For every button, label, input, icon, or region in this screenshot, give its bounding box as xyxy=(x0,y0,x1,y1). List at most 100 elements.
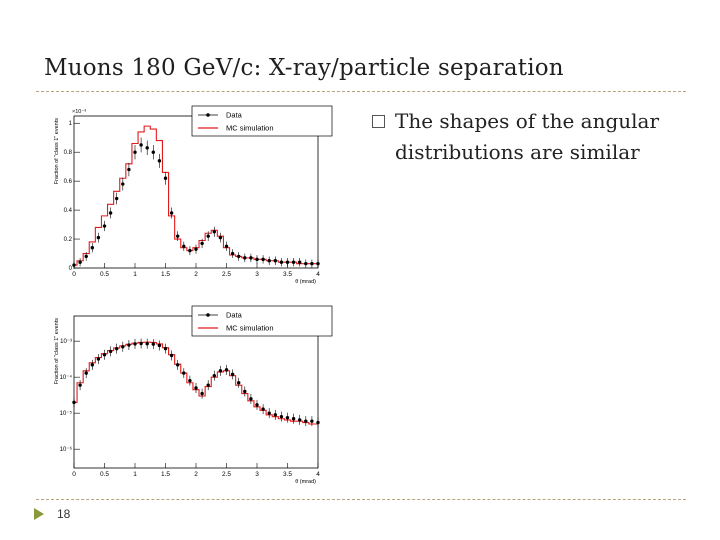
x-tick-label: 0.5 xyxy=(100,471,109,478)
x-tick-label: 4 xyxy=(316,471,320,478)
data-point xyxy=(285,258,290,267)
data-point xyxy=(108,346,113,357)
data-point xyxy=(157,340,162,351)
data-point xyxy=(151,339,155,350)
data-point xyxy=(133,144,137,160)
x-axis-label: θ (mrad) xyxy=(295,279,316,285)
x-tick-label: 1 xyxy=(133,471,137,478)
legend-entry-data: Data xyxy=(198,311,243,320)
data-point xyxy=(145,338,149,349)
page-number: 18 xyxy=(57,507,71,521)
data-point xyxy=(127,162,131,177)
x-tick-label: 3 xyxy=(255,271,259,278)
data-point xyxy=(243,386,247,397)
data-point xyxy=(194,383,198,394)
title-divider xyxy=(36,91,686,92)
data-point xyxy=(304,416,308,427)
data-point xyxy=(72,397,76,408)
y-tick-label: 1 xyxy=(69,121,73,127)
data-point xyxy=(200,388,204,399)
data-point xyxy=(273,409,277,420)
data-point xyxy=(237,377,241,388)
data-point xyxy=(90,243,94,253)
data-point xyxy=(139,338,143,349)
x-tick-label: 1.5 xyxy=(161,471,170,478)
x-tick-label: 1 xyxy=(133,271,137,278)
data-point xyxy=(78,258,82,267)
data-point xyxy=(200,238,204,249)
y-tick-label: 10⁻⁴ xyxy=(60,374,73,381)
legend-entry-mc-simulation: MC simulation xyxy=(198,124,274,133)
data-point xyxy=(176,359,180,370)
data-point xyxy=(121,177,125,191)
x-tick-label: 2 xyxy=(194,471,198,478)
data-point xyxy=(90,359,94,370)
slide-title: Muons 180 GeV/c: X-ray/particle separati… xyxy=(44,55,564,81)
x-tick-label: 2 xyxy=(194,271,198,278)
data-point xyxy=(273,256,277,265)
x-axis-label: θ (mrad) xyxy=(295,479,316,485)
data-point xyxy=(237,252,241,261)
data-point xyxy=(243,253,247,263)
data-point xyxy=(96,353,101,364)
svg-text:MC simulation: MC simulation xyxy=(226,324,274,333)
y-tick-label: 0.2 xyxy=(64,237,73,243)
data-point xyxy=(249,393,253,404)
data-point xyxy=(230,249,235,258)
legend-entry-data: Data xyxy=(198,111,243,120)
bullet-box-icon xyxy=(372,115,385,128)
data-point xyxy=(279,411,284,422)
x-tick-label: 2.5 xyxy=(222,471,231,478)
data-point xyxy=(121,341,125,352)
data-point xyxy=(182,368,186,379)
data-point xyxy=(188,375,192,386)
data-point xyxy=(212,226,216,237)
footer-divider xyxy=(36,499,686,500)
data-point xyxy=(84,252,88,261)
data-point xyxy=(169,207,174,219)
data-point xyxy=(230,369,235,380)
y-axis-label: Fraction of "class 1" events xyxy=(54,318,60,385)
data-point xyxy=(78,380,82,391)
legend: Data MC simulation xyxy=(191,305,333,337)
data-point xyxy=(218,232,223,243)
data-point xyxy=(285,412,290,423)
log-scale-plot: 0 0.5 1 1.5 2 2.5 3 3.5 4θ (mrad) 10⁻⁶ 10⁻⁵ 10⁻⁴ 10⁻… xyxy=(54,305,333,485)
x-tick-label: 2.5 xyxy=(222,271,231,278)
data-point xyxy=(188,246,192,256)
data-point xyxy=(206,231,210,242)
data-point xyxy=(151,144,155,160)
mc-simulation-series xyxy=(74,341,318,425)
x-tick-label: 0 xyxy=(72,271,76,278)
data-point xyxy=(163,171,168,185)
data-point xyxy=(279,258,284,267)
x-tick-label: 3.5 xyxy=(283,471,292,478)
linear-scale-plot: 0 0.5 1 1.5 2 2.5 3 3.5 4θ (mrad) 0 0.2 0.4 0.6 0.8 1 ×… xyxy=(54,105,333,285)
data-point xyxy=(72,261,76,270)
bullet-point: The shapes of the angular distributions … xyxy=(372,106,692,168)
data-point xyxy=(96,232,101,243)
data-point xyxy=(84,368,88,379)
data-point xyxy=(261,255,265,264)
plot-frame xyxy=(73,115,319,269)
y-tick-label: 0.8 xyxy=(64,150,73,156)
data-point xyxy=(310,416,314,427)
data-point xyxy=(298,258,302,267)
data-point xyxy=(267,408,271,419)
data-point xyxy=(291,413,296,424)
x-tick-label: 0 xyxy=(72,471,76,478)
data-point xyxy=(145,140,149,156)
data-point xyxy=(127,340,131,351)
data-point xyxy=(224,364,229,375)
data-point xyxy=(267,256,271,265)
y-tick-label: 0.4 xyxy=(64,208,73,214)
x-tick-label: 3 xyxy=(255,471,259,478)
y-tick-label: 10⁻³ xyxy=(60,339,72,345)
data-point xyxy=(261,404,265,415)
data-point xyxy=(206,380,210,391)
data-point xyxy=(115,192,119,205)
data-point xyxy=(304,259,308,268)
data-point xyxy=(255,255,259,264)
legend-entry-mc-simulation: MC simulation xyxy=(198,324,274,333)
data-point xyxy=(255,399,259,410)
